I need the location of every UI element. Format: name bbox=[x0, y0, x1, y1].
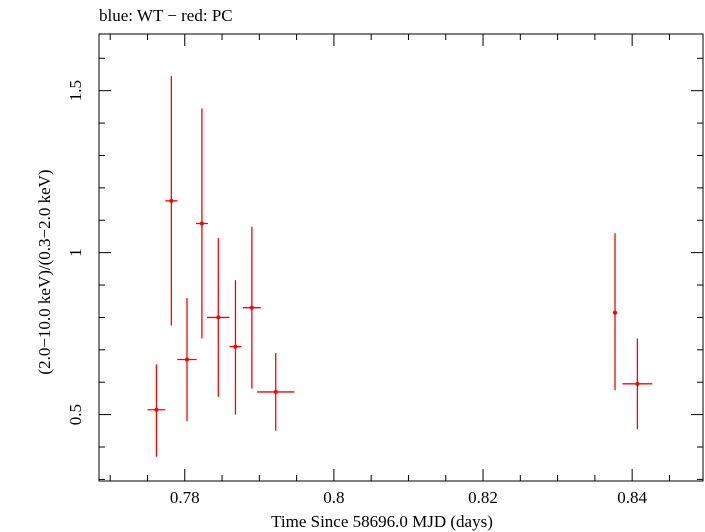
axis-ticks: 0.78 0.8 0.82 0.84 0.5 1 1.5 bbox=[66, 34, 703, 507]
y-tick-label: 1 bbox=[66, 248, 85, 256]
data-marker bbox=[184, 357, 189, 362]
y-tick-label: 1.5 bbox=[66, 80, 85, 101]
chart-title: blue: WT − red: PC bbox=[99, 6, 233, 25]
data-marker bbox=[635, 381, 640, 386]
plot-frame bbox=[98, 33, 704, 482]
data-point bbox=[177, 297, 197, 422]
data-point bbox=[207, 238, 230, 397]
x-tick-label: 0.8 bbox=[323, 488, 344, 507]
data-marker bbox=[613, 310, 618, 315]
data-marker bbox=[154, 407, 159, 412]
data-point bbox=[257, 353, 295, 431]
data-point bbox=[622, 338, 653, 430]
y-tick-label: 0.5 bbox=[66, 404, 85, 425]
x-tick-label: 0.82 bbox=[468, 488, 498, 507]
data-point bbox=[195, 108, 208, 339]
x-tick-label: 0.84 bbox=[617, 488, 647, 507]
data-point bbox=[165, 76, 178, 326]
data-marker bbox=[273, 389, 278, 394]
data-point bbox=[242, 226, 261, 389]
data-marks bbox=[147, 76, 653, 457]
data-marker bbox=[216, 315, 221, 320]
data-marker bbox=[233, 344, 238, 349]
data-marker bbox=[249, 305, 254, 310]
y-axis-label: (2.0−10.0 keV)/(0.3−2.0 keV) bbox=[35, 169, 54, 374]
data-point bbox=[612, 233, 618, 391]
data-marker bbox=[169, 198, 174, 203]
data-point bbox=[229, 280, 242, 415]
data-marker bbox=[199, 221, 204, 226]
data-point bbox=[147, 364, 166, 457]
x-axis-label: Time Since 58696.0 MJD (days) bbox=[271, 512, 493, 531]
x-tick-label: 0.78 bbox=[170, 488, 200, 507]
